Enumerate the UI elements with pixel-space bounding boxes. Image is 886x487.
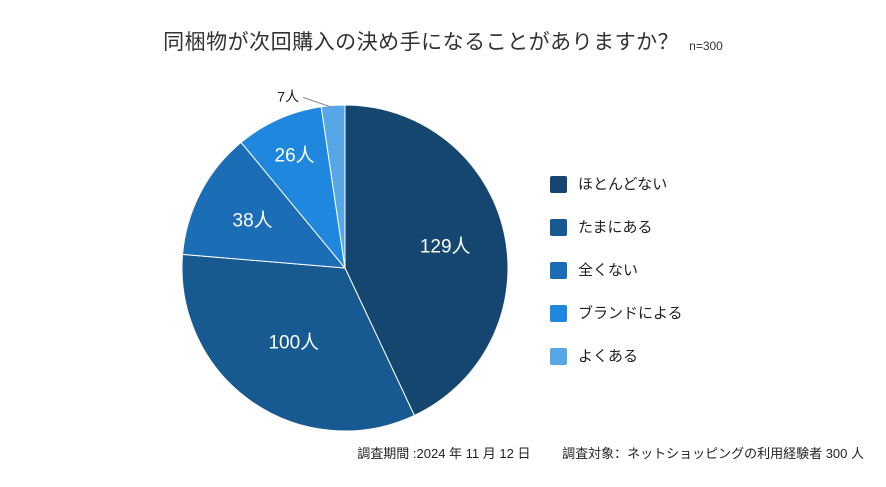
legend-label-4: ブランドによる xyxy=(578,305,683,322)
slice-label-5: 7人 xyxy=(277,88,299,104)
pie-slice-2 xyxy=(181,253,416,432)
pie-slice-4 xyxy=(240,106,346,270)
survey-target: 調査対象：ネットショッピングの利用経験者 300 人 xyxy=(562,446,864,461)
legend-swatch-2 xyxy=(550,219,567,236)
leader-line xyxy=(302,96,333,108)
chart-title: 同梱物が次回購入の決め手になることがありますか？ xyxy=(163,31,680,54)
legend-swatch-5 xyxy=(550,348,567,365)
legend-swatch-3 xyxy=(550,262,567,279)
chart-title-row: 同梱物が次回購入の決め手になることがありますか？ n=300 xyxy=(0,26,886,56)
pie-slice-1 xyxy=(344,104,509,417)
legend-item-4: ブランドによる xyxy=(550,305,683,322)
legend-swatch-1 xyxy=(550,176,567,193)
legend-swatch-4 xyxy=(550,305,567,322)
legend-label-5: よくある xyxy=(578,348,639,365)
slice-label-4: 26人 xyxy=(275,144,315,166)
slice-label-1: 129人 xyxy=(420,235,471,257)
legend-item-2: たまにある xyxy=(550,219,683,236)
survey-footnote: 調査期間 :2024 年 11 月 12 日 調査対象：ネットショッピングの利用… xyxy=(357,443,864,462)
legend-item-5: よくある xyxy=(550,348,683,365)
survey-period: 調査期間 :2024 年 11 月 12 日 xyxy=(357,446,531,461)
legend-label-1: ほとんどない xyxy=(578,176,668,193)
legend-label-2: たまにある xyxy=(578,219,653,236)
pie-slice-5 xyxy=(320,104,346,269)
slice-label-2: 100人 xyxy=(268,331,319,353)
slice-label-3: 38人 xyxy=(233,209,273,231)
legend: ほとんどない たまにある全くないブランドによる よくある xyxy=(550,176,683,365)
legend-item-3: 全くない xyxy=(550,262,683,279)
sample-size: n=300 xyxy=(689,39,723,53)
pie-slice-3 xyxy=(182,141,347,269)
legend-item-1: ほとんどない xyxy=(550,176,683,193)
legend-label-3: 全くない xyxy=(578,262,639,279)
